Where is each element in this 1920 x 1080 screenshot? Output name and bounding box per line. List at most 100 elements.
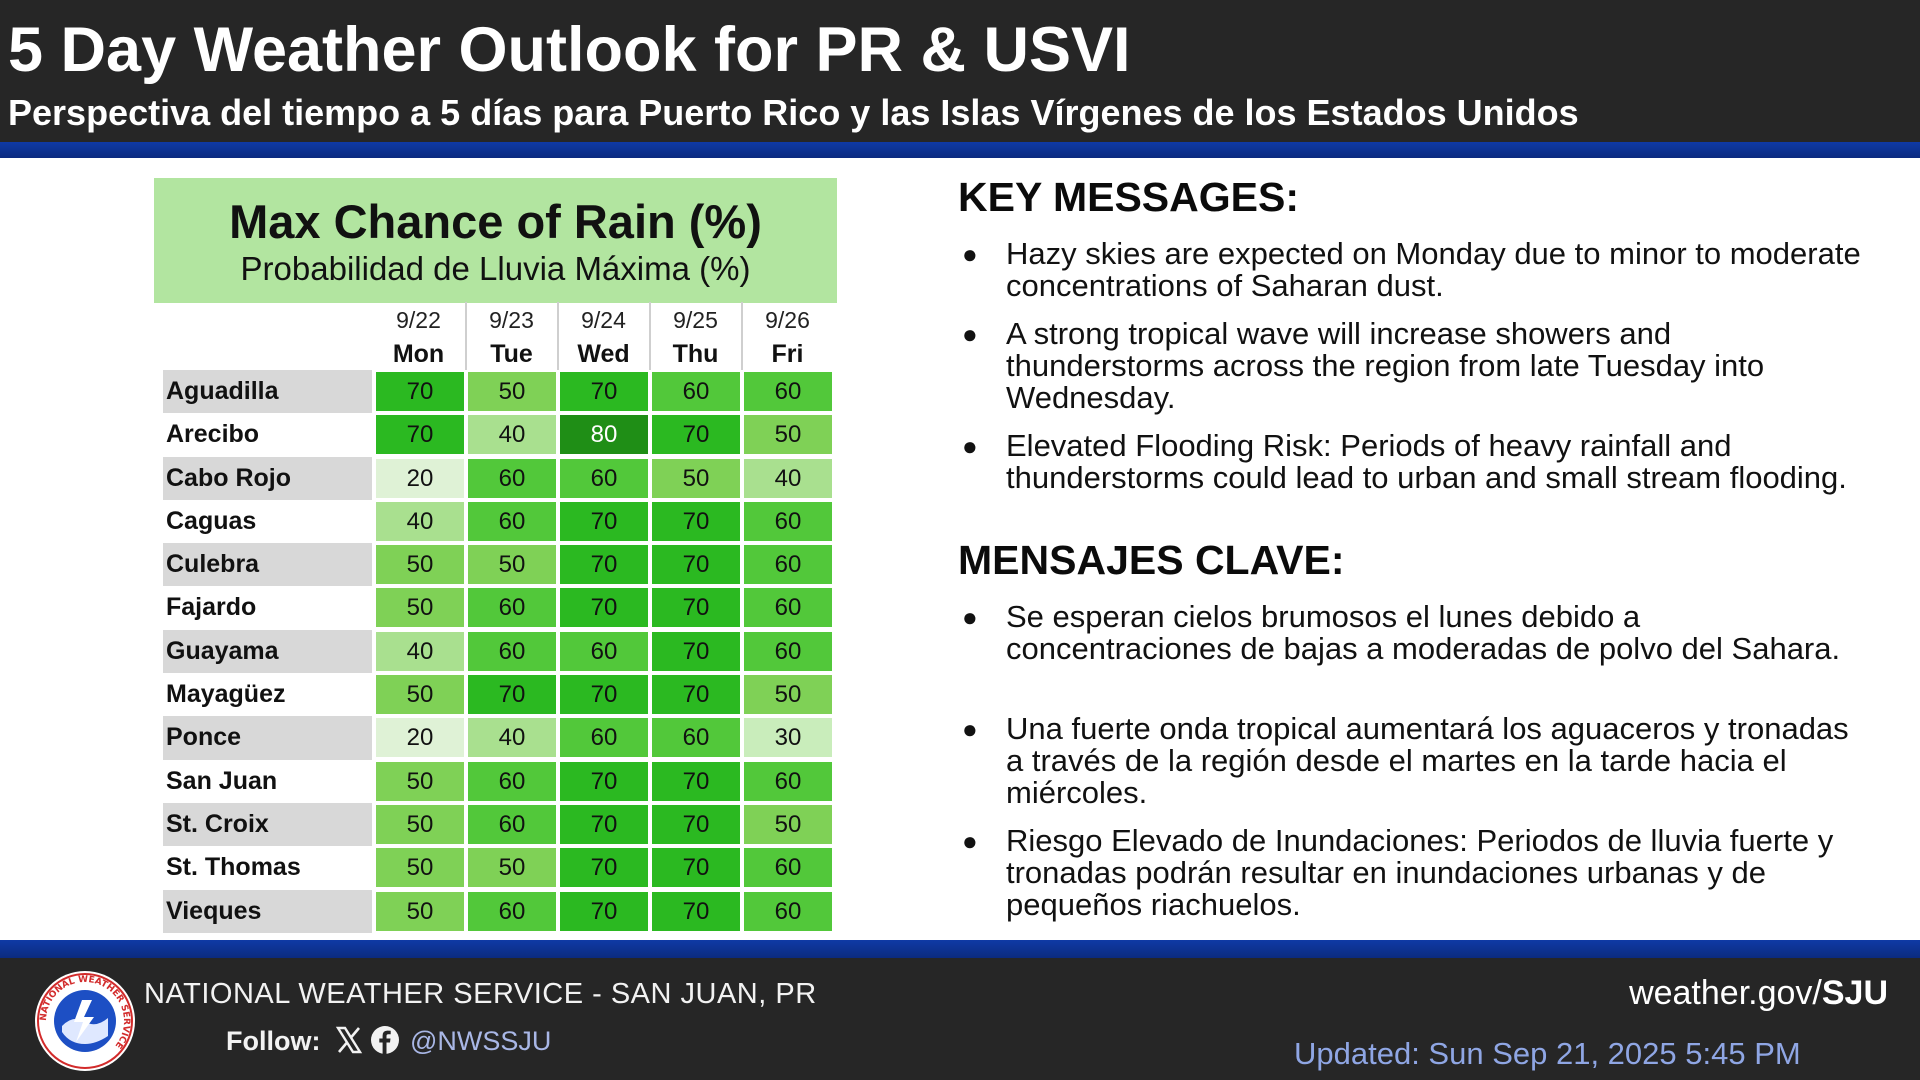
rain-chance-cell: 60 bbox=[744, 761, 832, 801]
rain-chance-cell: 50 bbox=[468, 545, 556, 585]
table-row: Cabo Rojo 20 60 60 50 40 bbox=[163, 456, 832, 500]
key-messages-title: KEY MESSAGES: bbox=[958, 174, 1299, 220]
footer-divider bbox=[0, 940, 1920, 958]
rain-chance-cell: 60 bbox=[744, 545, 832, 585]
city-name: Culebra bbox=[163, 543, 372, 587]
rain-chance-cell: 40 bbox=[376, 501, 464, 541]
rain-chance-cell: 50 bbox=[376, 891, 464, 931]
rain-chance-cell: 50 bbox=[376, 848, 464, 888]
x-icon[interactable] bbox=[334, 1025, 364, 1055]
nws-logo-icon: NATIONAL WEATHER SERVICE bbox=[35, 971, 135, 1071]
mensaje-clave-text: Riesgo Elevado de Inundaciones: Periodos… bbox=[1006, 823, 1834, 922]
rain-chance-cell: 70 bbox=[560, 501, 648, 541]
rain-chance-cell: 60 bbox=[468, 501, 556, 541]
rain-chance-cell: 60 bbox=[468, 588, 556, 628]
page-subtitle: Perspectiva del tiempo a 5 días para Pue… bbox=[8, 92, 1579, 133]
rain-chance-cell: 70 bbox=[652, 501, 740, 541]
rain-chance-cell: 60 bbox=[652, 372, 740, 411]
rain-chance-cell: 60 bbox=[560, 458, 648, 498]
rain-chance-cell: 60 bbox=[744, 631, 832, 671]
rain-chance-cell: 70 bbox=[468, 675, 556, 715]
city-name: Vieques bbox=[163, 889, 372, 933]
column-date: 9/24 bbox=[581, 307, 626, 333]
rain-chance-cell: 60 bbox=[468, 891, 556, 931]
city-name: Arecibo bbox=[163, 413, 372, 457]
table-row: Aguadilla 70 50 70 60 60 bbox=[163, 370, 832, 414]
social-handle[interactable]: @NWSSJU bbox=[410, 1026, 552, 1056]
rain-chance-cell: 60 bbox=[468, 804, 556, 844]
rain-chance-cell: 70 bbox=[560, 675, 648, 715]
rain-chance-cell: 60 bbox=[744, 501, 832, 541]
key-message-text: A strong tropical wave will increase sho… bbox=[1006, 316, 1765, 415]
table-row: St. Thomas 50 50 70 70 60 bbox=[163, 846, 832, 890]
rain-chance-cell: 70 bbox=[560, 804, 648, 844]
rain-chance-cell: 70 bbox=[652, 588, 740, 628]
rain-chance-cell: 70 bbox=[652, 761, 740, 801]
city-name: Aguadilla bbox=[163, 370, 372, 414]
city-name: Cabo Rojo bbox=[163, 456, 372, 500]
rain-chance-cell: 60 bbox=[468, 458, 556, 498]
rain-chance-cell: 70 bbox=[376, 415, 464, 455]
bullet-icon: ● bbox=[962, 319, 978, 349]
rain-chance-cell: 20 bbox=[376, 718, 464, 758]
rain-chance-cell: 60 bbox=[652, 718, 740, 758]
rain-chance-cell: 40 bbox=[468, 718, 556, 758]
rain-chance-cell: 80 bbox=[560, 415, 648, 455]
mensajes-clave-title: MENSAJES CLAVE: bbox=[958, 537, 1345, 583]
table-row: St. Croix 50 60 70 70 50 bbox=[163, 802, 832, 847]
rain-chance-cell: 50 bbox=[744, 415, 832, 455]
table-row: Caguas 40 60 70 70 60 bbox=[163, 499, 832, 544]
website-link[interactable]: weather.gov/SJU bbox=[1629, 974, 1888, 1013]
key-message-text: Elevated Flooding Risk: Periods of heavy… bbox=[1006, 428, 1847, 495]
column-day: Fri bbox=[771, 340, 804, 368]
rain-chance-cell: 60 bbox=[468, 631, 556, 671]
rain-chance-cell: 50 bbox=[376, 675, 464, 715]
rain-table-subtitle: Probabilidad de Lluvia Máxima (%) bbox=[240, 250, 751, 287]
rain-chance-cell: 70 bbox=[560, 761, 648, 801]
column-header: 9/25 Thu bbox=[649, 302, 740, 370]
column-header: 9/24 Wed bbox=[557, 302, 648, 370]
bullet-icon: ● bbox=[962, 602, 978, 632]
mensaje-clave-text: Se esperan cielos brumosos el lunes debi… bbox=[1006, 599, 1841, 666]
city-name: Mayagüez bbox=[163, 673, 372, 717]
rain-chance-cell: 60 bbox=[468, 761, 556, 801]
rain-chance-cell: 70 bbox=[560, 545, 648, 585]
bullet-icon: ● bbox=[962, 239, 978, 269]
bullet-icon: ● bbox=[962, 826, 978, 856]
column-date: 9/26 bbox=[765, 307, 810, 333]
rain-chance-cell: 60 bbox=[560, 718, 648, 758]
city-name: St. Croix bbox=[163, 802, 372, 847]
column-header: 9/26 Fri bbox=[741, 302, 832, 370]
column-header: 9/23 Tue bbox=[465, 302, 556, 370]
rain-chance-cell: 50 bbox=[744, 804, 832, 844]
city-name: Fajardo bbox=[163, 586, 372, 630]
rain-chance-cell: 70 bbox=[560, 372, 648, 411]
rain-chance-cell: 50 bbox=[468, 848, 556, 888]
website-suffix: SJU bbox=[1821, 974, 1888, 1012]
table-row: Mayagüez 50 70 70 70 50 bbox=[163, 673, 832, 717]
table-row: Arecibo 70 40 80 70 50 bbox=[163, 413, 832, 457]
rain-table: Aguadilla 70 50 70 60 60 Arecibo 70 40 80 70 50 Cabo… bbox=[163, 370, 832, 933]
rain-chance-cell: 50 bbox=[744, 675, 832, 715]
rain-chance-cell: 70 bbox=[376, 372, 464, 411]
rain-chance-cell: 60 bbox=[560, 631, 648, 671]
rain-chance-cell: 60 bbox=[744, 891, 832, 931]
mensaje-clave-text: Una fuerte onda tropical aumentará los a… bbox=[1006, 711, 1849, 810]
rain-chance-cell: 40 bbox=[376, 631, 464, 671]
rain-chance-cell: 70 bbox=[652, 848, 740, 888]
page-title: 5 Day Weather Outlook for PR & USVI bbox=[8, 15, 1131, 85]
rain-chance-cell: 50 bbox=[376, 588, 464, 628]
rain-table-title: Max Chance of Rain (%) bbox=[229, 195, 762, 248]
rain-chance-cell: 50 bbox=[468, 372, 556, 411]
agency-name: NATIONAL WEATHER SERVICE - SAN JUAN, PR bbox=[144, 978, 817, 1010]
facebook-icon[interactable] bbox=[370, 1025, 400, 1055]
rain-chance-cell: 60 bbox=[744, 588, 832, 628]
table-row: Culebra 50 50 70 70 60 bbox=[163, 543, 832, 587]
rain-chance-cell: 50 bbox=[376, 761, 464, 801]
rain-chance-cell: 60 bbox=[744, 848, 832, 888]
city-name: Guayama bbox=[163, 629, 372, 674]
column-day: Tue bbox=[490, 340, 533, 368]
rain-chance-cell: 70 bbox=[652, 804, 740, 844]
city-name: San Juan bbox=[163, 759, 372, 803]
header-banner: 5 Day Weather Outlook for PR & USVI Pers… bbox=[0, 0, 1920, 142]
